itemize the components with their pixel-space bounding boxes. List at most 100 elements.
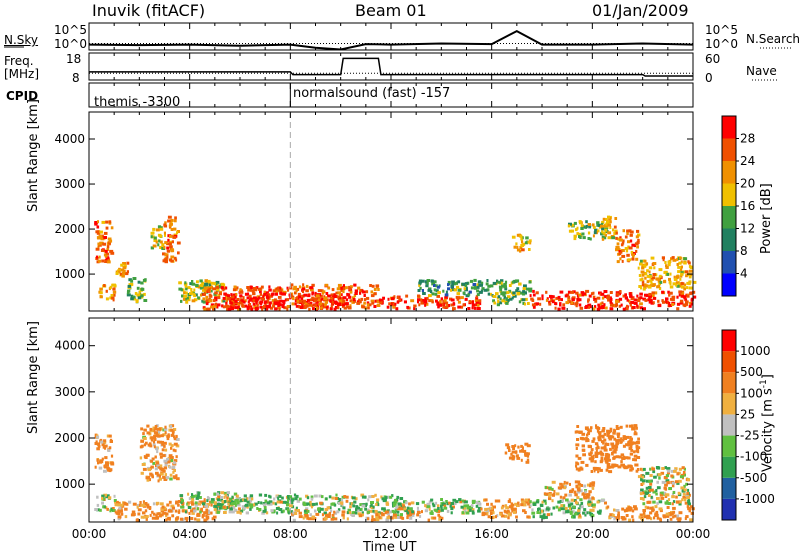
heatmap-cell	[337, 306, 340, 310]
heatmap-cell	[490, 502, 493, 506]
heatmap-cell	[537, 297, 541, 301]
heatmap-cell	[234, 503, 237, 507]
heatmap-cell	[435, 501, 438, 505]
heatmap-cell	[254, 307, 258, 311]
heatmap-cell	[96, 447, 100, 451]
heatmap-cell	[361, 289, 364, 293]
heatmap-cell	[592, 503, 596, 507]
heatmap-cell	[166, 246, 170, 250]
heatmap-cell	[325, 514, 328, 517]
heatmap-cell	[501, 291, 505, 295]
heatmap-cell	[635, 426, 638, 430]
heatmap-cell	[159, 246, 163, 249]
heatmap-cell	[643, 259, 647, 263]
heatmap-cell	[210, 503, 213, 507]
heatmap-cell	[149, 427, 153, 431]
heatmap-cell	[154, 425, 158, 428]
heatmap-cell	[630, 448, 634, 452]
heatmap-cell	[446, 502, 449, 506]
heatmap-cell	[148, 478, 151, 482]
heatmap-cell	[178, 281, 182, 285]
heatmap-cell	[450, 298, 455, 302]
heatmap-cell	[653, 475, 657, 479]
heatmap-cell	[635, 444, 639, 448]
heatmap-cell	[187, 286, 191, 290]
heatmap-cell	[427, 518, 430, 522]
heatmap-cell	[261, 297, 265, 301]
heatmap-cell	[635, 257, 639, 261]
heatmap-cell	[108, 434, 112, 438]
heatmap-cell	[173, 227, 177, 231]
heatmap-cell	[99, 287, 103, 291]
heatmap-cell	[178, 287, 183, 291]
power-colorbar-swatch	[722, 116, 736, 139]
heatmap-cell	[382, 499, 386, 503]
heatmap-cell	[476, 283, 480, 287]
heatmap-cell	[311, 283, 315, 287]
heatmap-cell	[571, 488, 575, 492]
heatmap-cell	[494, 515, 497, 519]
range-tick-label: 2000	[54, 431, 85, 445]
heatmap-cell	[603, 290, 608, 293]
heatmap-cell	[272, 304, 276, 308]
heatmap-cell	[678, 284, 683, 288]
heatmap-cell	[641, 280, 645, 284]
heatmap-cell	[585, 224, 588, 228]
heatmap-cell	[450, 507, 454, 511]
heatmap-cell	[613, 455, 617, 459]
heatmap-cell	[281, 292, 285, 296]
heatmap-cell	[527, 302, 530, 305]
heatmap-cell	[475, 295, 478, 299]
heatmap-cell	[632, 255, 635, 259]
heatmap-cell	[234, 499, 237, 502]
heatmap-cell	[447, 283, 450, 287]
heatmap-cell	[562, 306, 566, 310]
heatmap-cell	[624, 235, 628, 239]
heatmap-cell	[587, 231, 591, 235]
heatmap-cell	[176, 516, 180, 520]
heatmap-cell	[624, 509, 628, 513]
heatmap-cell	[460, 296, 464, 300]
heatmap-cell	[357, 286, 361, 290]
heatmap-cell	[226, 294, 230, 298]
heatmap-cell	[420, 299, 425, 302]
heatmap-cell	[620, 250, 623, 254]
heatmap-cell	[640, 286, 642, 290]
heatmap-cell	[625, 456, 629, 460]
heatmap-cell	[609, 300, 613, 304]
heatmap-cell	[235, 496, 240, 500]
heatmap-cell	[353, 294, 357, 298]
heatmap-cell	[165, 512, 169, 516]
heatmap-cell	[678, 290, 683, 294]
heatmap-cell	[680, 486, 685, 490]
heatmap-cell	[259, 302, 263, 306]
heatmap-cell	[426, 281, 429, 285]
heatmap-cell	[452, 282, 456, 286]
heatmap-cell	[266, 298, 270, 302]
heatmap-cell	[677, 265, 681, 269]
heatmap-cell	[296, 296, 299, 300]
heatmap-cell	[276, 511, 279, 515]
heatmap-cell	[227, 505, 231, 509]
heatmap-cell	[164, 221, 167, 225]
heatmap-cell	[325, 298, 329, 302]
heatmap-cell	[588, 452, 591, 456]
heatmap-cell	[145, 515, 149, 518]
heatmap-cell	[155, 464, 158, 467]
heatmap-cell	[605, 460, 609, 464]
heatmap-cell	[143, 437, 147, 440]
heatmap-cell	[564, 493, 568, 497]
heatmap-cell	[648, 488, 652, 492]
heatmap-cell	[304, 514, 309, 517]
heatmap-cell	[281, 305, 285, 309]
heatmap-cell	[110, 461, 114, 465]
heatmap-cell	[586, 433, 589, 437]
heatmap-cell	[577, 456, 582, 460]
heatmap-cell	[216, 305, 219, 309]
heatmap-cell	[408, 513, 412, 516]
heatmap-cell	[231, 495, 234, 499]
heatmap-cell	[320, 507, 324, 511]
heatmap-cell	[476, 285, 480, 289]
heatmap-cell	[475, 301, 479, 305]
heatmap-cell	[201, 299, 204, 303]
